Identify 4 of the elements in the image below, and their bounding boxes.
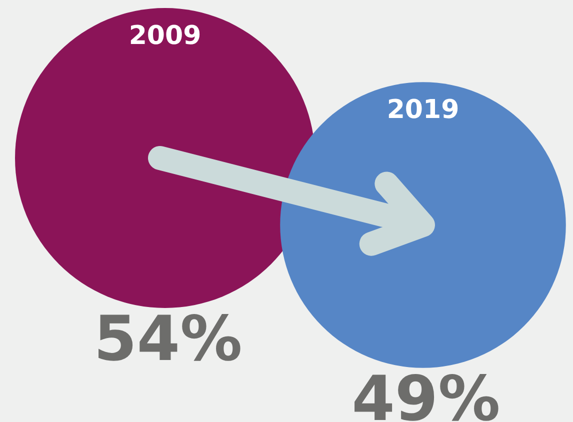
data-label: 54% — [94, 302, 242, 375]
category-label: 2019 — [386, 95, 460, 126]
data-label: 49% — [352, 362, 500, 422]
category-label: 2009 — [128, 21, 202, 51]
